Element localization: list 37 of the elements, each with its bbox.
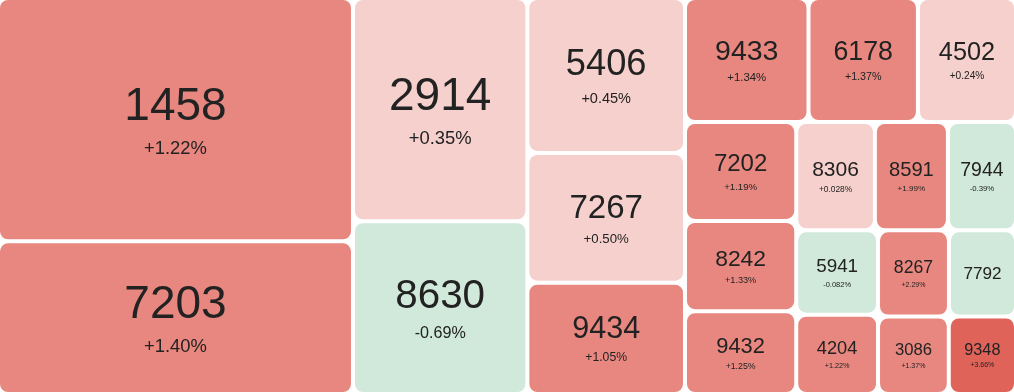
category-label: 7202 <box>713 149 768 177</box>
data-label: +1.33% <box>724 275 757 286</box>
category-label: 4502 <box>938 37 996 66</box>
data-label: +1.40% <box>144 335 207 357</box>
category-label: 9434 <box>572 310 641 345</box>
category-label: 8306 <box>812 157 859 181</box>
data-label: -0.69% <box>414 322 466 341</box>
category-label: 9348 <box>964 340 1001 359</box>
category-label: 8591 <box>888 158 934 181</box>
data-label: +1.25% <box>725 361 756 371</box>
category-label: 5941 <box>816 255 859 277</box>
category-label: 8242 <box>715 245 767 272</box>
data-label: +0.24% <box>949 69 985 81</box>
category-label: 6178 <box>833 36 893 67</box>
data-label: +1.19% <box>724 180 758 192</box>
category-label: 3086 <box>894 340 932 360</box>
data-label: +0.45% <box>581 89 632 106</box>
category-label: 7267 <box>569 187 643 225</box>
data-label: +1.99% <box>897 184 926 194</box>
category-label: 2914 <box>389 67 492 120</box>
data-label: +1.22% <box>144 137 207 159</box>
category-label: 8267 <box>893 257 934 278</box>
data-label: +1.34% <box>727 71 767 84</box>
data-label: +0.35% <box>408 127 472 149</box>
category-label: 7792 <box>963 263 1002 284</box>
data-label: +0.028% <box>818 183 853 194</box>
data-label: +1.05% <box>585 350 628 365</box>
data-label: +1.37% <box>844 70 882 83</box>
category-label: 8630 <box>395 270 486 317</box>
category-label: 7944 <box>960 158 1004 181</box>
data-label: +0.50% <box>583 230 630 246</box>
category-label: 9433 <box>715 34 779 67</box>
category-label: 7203 <box>124 275 227 328</box>
category-label: 4204 <box>816 338 858 359</box>
category-label: 5406 <box>565 42 647 84</box>
category-label: 9432 <box>716 332 765 358</box>
category-label: 1458 <box>124 77 227 130</box>
